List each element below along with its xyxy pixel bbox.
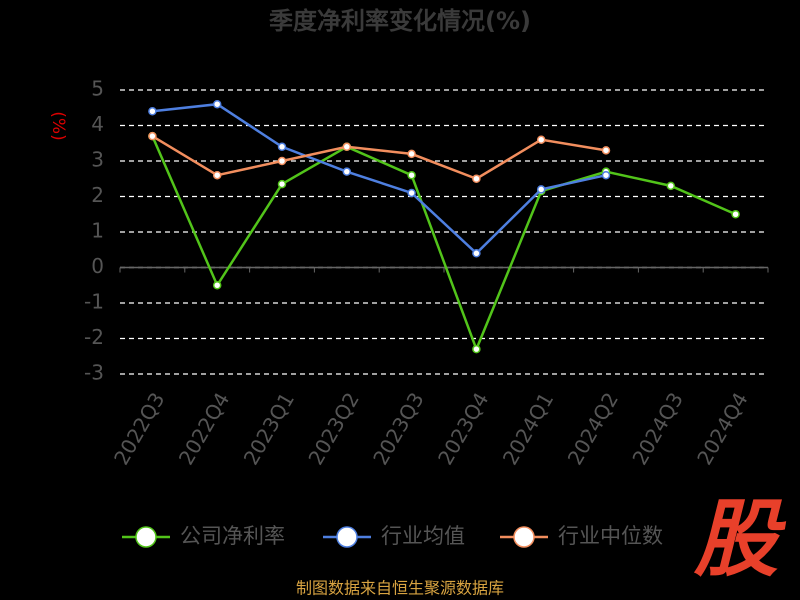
y-tick-label: 3 [91,148,104,172]
y-tick-label: 5 [91,77,104,101]
data-point [472,344,481,354]
y-tick-label: 1 [91,219,104,243]
data-point [342,167,352,176]
x-tick-label: 2022Q4 [174,388,234,469]
data-point [148,107,157,116]
y-tick-label: -1 [84,290,104,314]
data-point [472,249,481,258]
legend-marker [135,526,157,548]
data-point [536,185,546,194]
data-point [212,281,222,290]
data-point [601,170,611,180]
data-point [601,146,611,155]
data-point [277,142,287,152]
data-point [731,210,740,219]
data-point [407,170,416,180]
x-tick-label: 2023Q2 [303,388,363,469]
series-line [151,135,737,353]
x-tick-label: 2023Q3 [368,388,428,469]
legend-label: 行业中位数 [558,524,663,548]
legend-label: 公司净利率 [180,524,285,548]
data-point [407,149,416,159]
data-point [666,181,676,191]
legend-marker [336,526,358,548]
y-axis-label: (%) [48,111,68,140]
y-tick-label: -2 [84,325,104,349]
y-tick-label: 2 [91,183,104,207]
y-tick-label: -3 [84,361,104,385]
legend-marker [513,526,535,548]
data-point [212,170,222,180]
x-tick-label: 2022Q3 [109,388,169,469]
data-point [472,174,481,183]
data-point [342,142,352,152]
data-point [277,156,287,166]
series-line [151,135,607,181]
x-tick-label: 2024Q2 [563,388,623,469]
watermark-logo: 股 [693,490,787,588]
x-tick-label: 2023Q4 [433,388,493,469]
chart-title: 季度净利率变化情况(%) [269,7,531,35]
data-point [148,131,157,141]
x-tick-label: 2024Q3 [627,388,687,469]
x-tick-label: 2024Q1 [498,388,558,469]
data-point [407,188,416,198]
series-line [152,102,607,256]
x-tick-label: 2023Q1 [239,388,299,469]
source-note: 制图数据来自恒生聚源数据库 [296,579,504,598]
x-tick-label: 2024Q4 [692,388,752,469]
legend-label: 行业均值 [381,524,465,548]
data-point [536,135,546,144]
data-point [277,179,287,189]
data-point [212,99,222,109]
y-tick-label: 4 [91,112,104,136]
y-tick-label: 0 [91,254,104,278]
